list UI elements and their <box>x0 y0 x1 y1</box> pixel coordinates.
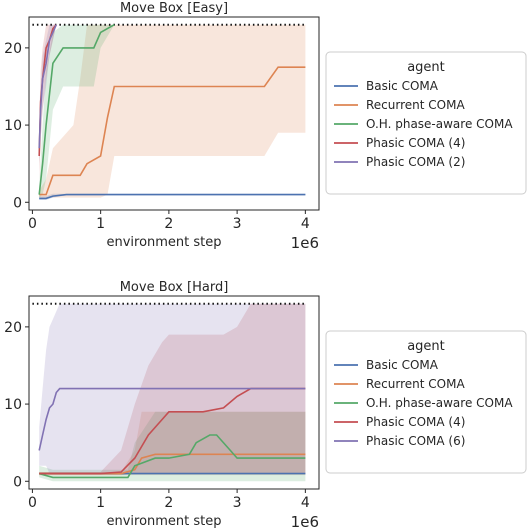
x-scale-label: 1e6 <box>291 234 319 252</box>
series-line-4 <box>39 387 306 475</box>
x-tick-label: 2 <box>164 216 173 232</box>
x-tick-label: 3 <box>233 495 242 511</box>
plot-frame <box>28 295 320 490</box>
y-tick-label: 10 <box>4 118 22 134</box>
series-band-5 <box>39 24 57 164</box>
series-band-4 <box>39 303 306 476</box>
legend-entry-5: Phasic COMA (2) <box>366 155 465 169</box>
x-scale-label: 1e6 <box>291 513 319 528</box>
y-tick-label: 10 <box>4 397 22 413</box>
legend-entry-4: Phasic COMA (4) <box>366 136 465 150</box>
series-band-2 <box>39 24 306 198</box>
legend-entry-4: Phasic COMA (4) <box>366 415 465 429</box>
chart-title: Move Box [Hard] <box>120 280 229 295</box>
legend-entry-2: Recurrent COMA <box>366 98 465 112</box>
legend-title: agent <box>407 339 445 354</box>
series-band-3 <box>39 24 115 198</box>
chart-panel-1: Move Box [Easy] 0 1 2 3 4 0 10 20 environment ste… <box>4 1 527 252</box>
series-line-5 <box>38 24 58 149</box>
x-tick-label: 4 <box>301 216 310 232</box>
x-tick-label: 1 <box>96 495 105 511</box>
y-tick-label: 0 <box>13 195 22 211</box>
series-band-3 <box>39 411 306 482</box>
plot-frame <box>28 16 320 211</box>
x-tick-label: 3 <box>233 216 242 232</box>
legend: agent Basic COMA Recurrent COMA O.H. phase-… <box>325 330 527 474</box>
legend-box <box>325 330 527 474</box>
x-tick-label: 0 <box>28 495 37 511</box>
series-line-2 <box>39 66 306 196</box>
x-tick-label: 4 <box>301 495 310 511</box>
series-band-4 <box>39 24 57 180</box>
legend-entry-5: Phasic COMA (6) <box>366 434 465 448</box>
y-tick-label: 0 <box>13 474 22 490</box>
series-line-1 <box>39 193 306 200</box>
legend: agent Basic COMA Recurrent COMA O.H. phase-… <box>325 51 527 195</box>
legend-entry-1: Basic COMA <box>366 79 439 93</box>
y-tick-label: 20 <box>4 41 22 57</box>
y-tick-label: 20 <box>4 320 22 336</box>
series-line-5 <box>38 387 306 451</box>
x-tick-label: 0 <box>28 216 37 232</box>
x-axis-label: environment step <box>106 235 221 250</box>
legend-entry-1: Basic COMA <box>366 358 439 372</box>
chart-title: Move Box [Easy] <box>120 1 228 16</box>
x-tick-label: 2 <box>164 495 173 511</box>
series-line-3 <box>38 434 306 479</box>
legend-entry-2: Recurrent COMA <box>366 377 465 391</box>
x-tick-label: 1 <box>96 216 105 232</box>
series-line-3 <box>38 24 115 195</box>
x-axis-label: environment step <box>106 514 221 528</box>
series-band-2 <box>39 411 306 476</box>
chart-panel-2: Move Box [Hard] 0 1 2 3 4 0 10 20 environment ste… <box>4 280 527 528</box>
legend-box <box>325 51 527 195</box>
legend-entry-3: O.H. phase-aware COMA <box>366 396 513 410</box>
legend-title: agent <box>407 60 445 75</box>
legend-entry-3: O.H. phase-aware COMA <box>366 117 513 131</box>
